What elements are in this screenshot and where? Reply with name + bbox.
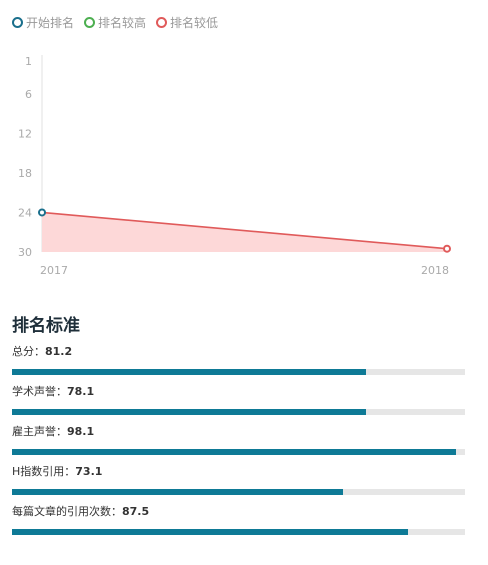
- criterion-value: 81.2: [45, 345, 73, 358]
- legend-item-higher-rank[interactable]: 排名较高: [84, 14, 146, 31]
- chart-legend: 开始排名 排名较高 排名较低: [12, 14, 218, 31]
- legend-label: 排名较低: [170, 16, 219, 30]
- legend-marker-icon: [156, 17, 168, 28]
- criteria-list: 总分：81.2 学术声誉：78.1 雇主声誉：98.1 H指数引用：73.1 每…: [12, 345, 465, 545]
- progress-fill: [12, 449, 457, 455]
- progress-track: [12, 409, 465, 415]
- criterion-value: 73.1: [75, 465, 103, 478]
- legend-label: 排名较高: [98, 16, 147, 30]
- criterion-label: 雇主声誉：98.1: [12, 425, 465, 439]
- progress-track: [12, 529, 465, 535]
- criterion-name: 学术声誉：: [12, 385, 67, 398]
- data-point: [443, 244, 451, 253]
- criterion-value: 98.1: [67, 425, 95, 438]
- criterion-name: 总分：: [12, 345, 45, 358]
- criterion-academic-reputation: 学术声誉：78.1: [12, 385, 465, 425]
- legend-marker-icon: [84, 17, 96, 28]
- y-tick-label: 1: [25, 55, 32, 68]
- legend-marker-icon: [12, 17, 23, 28]
- y-tick-label: 30: [18, 246, 32, 259]
- y-tick-label: 6: [25, 88, 32, 101]
- data-point: [38, 208, 46, 217]
- y-tick-label: 24: [18, 206, 32, 219]
- progress-fill: [12, 529, 409, 535]
- y-tick-label: 12: [18, 127, 32, 140]
- criterion-employer-reputation: 雇主声誉：98.1: [12, 425, 465, 465]
- criterion-total-score: 总分：81.2: [12, 345, 465, 385]
- criterion-label: 总分：81.2: [12, 345, 465, 359]
- ranking-line-chart: 1 6 12 18 24 30 2017 2018: [18, 55, 451, 277]
- series-line: [41, 211, 448, 250]
- legend-label: 开始排名: [26, 16, 75, 30]
- criterion-label: 每篇文章的引用次数：87.5: [12, 505, 465, 519]
- criterion-label: 学术声誉：78.1: [12, 385, 465, 399]
- legend-item-lower-rank[interactable]: 排名较低: [156, 14, 218, 31]
- progress-track: [12, 449, 465, 455]
- progress-track: [12, 489, 465, 495]
- criterion-value: 78.1: [67, 385, 95, 398]
- y-tick-label: 18: [18, 167, 32, 180]
- criterion-label: H指数引用：73.1: [12, 465, 465, 479]
- criterion-citations-per-paper: 每篇文章的引用次数：87.5: [12, 505, 465, 545]
- criteria-title: 排名标准: [12, 316, 80, 336]
- criterion-name: H指数引用：: [12, 465, 76, 478]
- progress-fill: [12, 369, 366, 375]
- criterion-name: 每篇文章的引用次数：: [12, 505, 122, 518]
- criterion-value: 87.5: [122, 505, 150, 518]
- legend-item-start-rank[interactable]: 开始排名: [12, 14, 74, 31]
- progress-track: [12, 369, 465, 375]
- criterion-h-index: H指数引用：73.1: [12, 465, 465, 505]
- series-area: [42, 212, 447, 252]
- x-tick-label: 2017: [40, 264, 68, 277]
- criterion-name: 雇主声誉：: [12, 425, 67, 438]
- x-tick-label: 2018: [421, 264, 449, 277]
- progress-fill: [12, 409, 366, 415]
- progress-fill: [12, 489, 344, 495]
